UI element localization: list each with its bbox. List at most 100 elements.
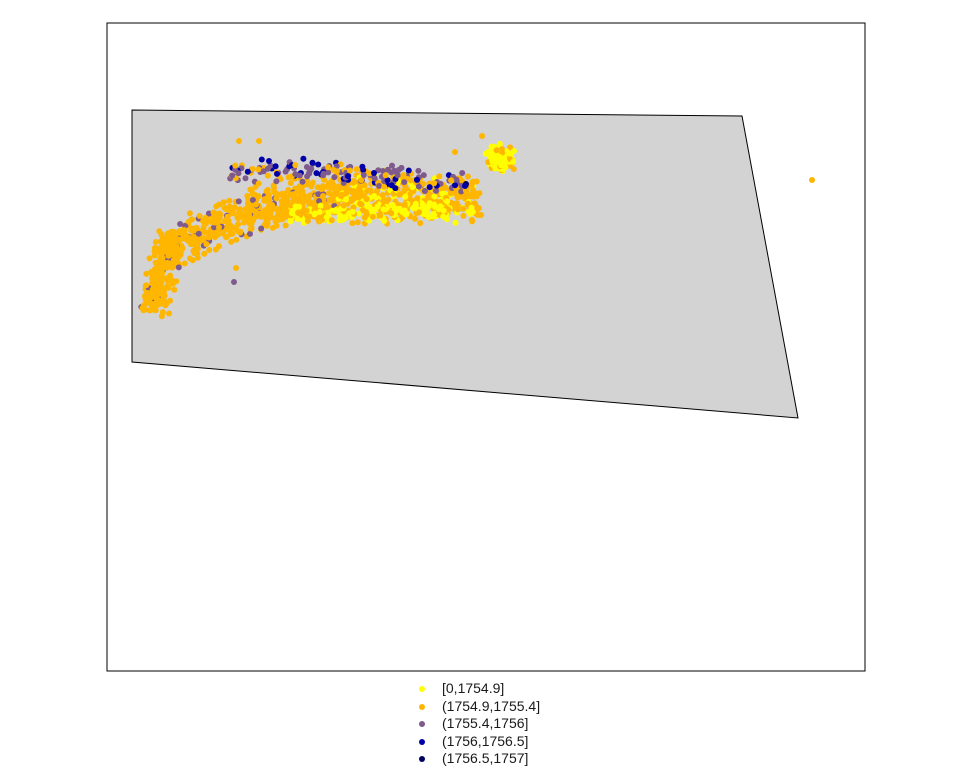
observation-point [228,238,235,245]
observation-point [493,159,499,166]
observation-point [194,240,201,247]
observation-point [349,220,356,227]
observation-point [346,167,353,174]
observation-point [328,217,335,224]
observation-point [195,230,202,237]
legend-item: (1755.4,1756] [414,715,674,733]
observation-point [158,270,165,277]
observation-point [493,147,500,154]
observation-point [357,188,364,195]
observation-point [316,198,323,204]
observation-point [319,185,326,192]
observation-point [348,197,355,204]
observation-point [211,219,218,226]
observation-point [421,188,428,194]
observation-point [436,173,443,180]
observation-point [273,195,280,202]
observation-point [363,211,370,218]
observation-point [152,271,159,278]
observation-point [305,197,312,204]
observation-point [160,297,167,304]
observation-point [225,218,232,224]
observation-point [232,162,239,169]
observation-point [287,180,294,186]
observation-point [185,238,192,245]
observation-point [261,197,268,204]
observation-point [414,176,420,183]
observation-point [323,214,330,221]
observation-point [331,174,338,181]
observation-point [235,198,242,205]
observation-point [331,207,338,214]
observation-point [229,210,236,217]
observation-point [358,201,365,208]
observation-point [403,211,410,218]
observation-point [402,193,409,200]
observation-point [170,230,177,237]
legend-label: (1755.4,1756] [442,715,529,731]
observation-point [216,224,222,231]
observation-point [181,232,187,239]
observation-point [162,285,168,292]
observation-point [401,201,408,208]
observation-point [338,193,344,199]
observation-point [474,206,481,213]
observation-point [288,210,295,217]
observation-point [269,224,276,231]
observation-point [360,172,367,178]
observation-point [231,204,238,211]
observation-point [507,144,514,151]
observation-point [282,168,289,175]
observation-point [304,181,311,188]
observation-point [206,233,213,240]
observation-point [315,191,322,198]
observation-point [381,183,388,190]
legend-item: (1756,1756.5] [414,733,674,751]
points-layer [138,133,815,320]
observation-point [353,166,360,173]
observation-point [478,212,484,218]
legend-label: (1756.5,1757] [442,750,529,766]
observation-point [236,138,242,144]
observation-point [260,168,267,175]
observation-point [320,193,327,199]
legend-label: (1756,1756.5] [442,732,529,749]
observation-point [148,269,155,275]
observation-point [216,214,223,221]
observation-point [287,218,294,225]
observation-point [384,177,391,184]
observation-point [405,167,412,174]
observation-point [440,207,447,214]
observation-point [325,164,332,171]
observation-point [296,183,303,190]
observation-point [367,187,374,194]
legend-item: (1754.9,1755.4] [414,698,674,716]
observation-point [167,242,174,249]
observation-point [358,177,364,184]
observation-point [166,260,173,267]
observation-point [170,256,177,263]
observation-point [152,239,159,245]
observation-point [140,307,147,314]
observation-point [389,162,395,169]
observation-point [470,187,477,194]
observation-point [269,202,276,208]
observation-point [415,167,422,174]
observation-point [306,169,313,176]
observation-point [424,210,431,217]
observation-point [212,246,219,253]
legend: [0,1754.9] (1754.9,1755.4] (1755.4,1756]… [414,680,674,768]
observation-point [325,180,332,187]
observation-point [211,224,218,231]
observation-point [416,209,423,216]
observation-point [439,190,446,197]
observation-point [292,171,299,178]
observation-point [364,203,371,210]
observation-point [419,204,426,211]
observation-point [333,168,340,175]
observation-point [452,203,458,209]
observation-point [315,161,322,168]
observation-point [452,219,459,226]
observation-point [323,202,330,209]
